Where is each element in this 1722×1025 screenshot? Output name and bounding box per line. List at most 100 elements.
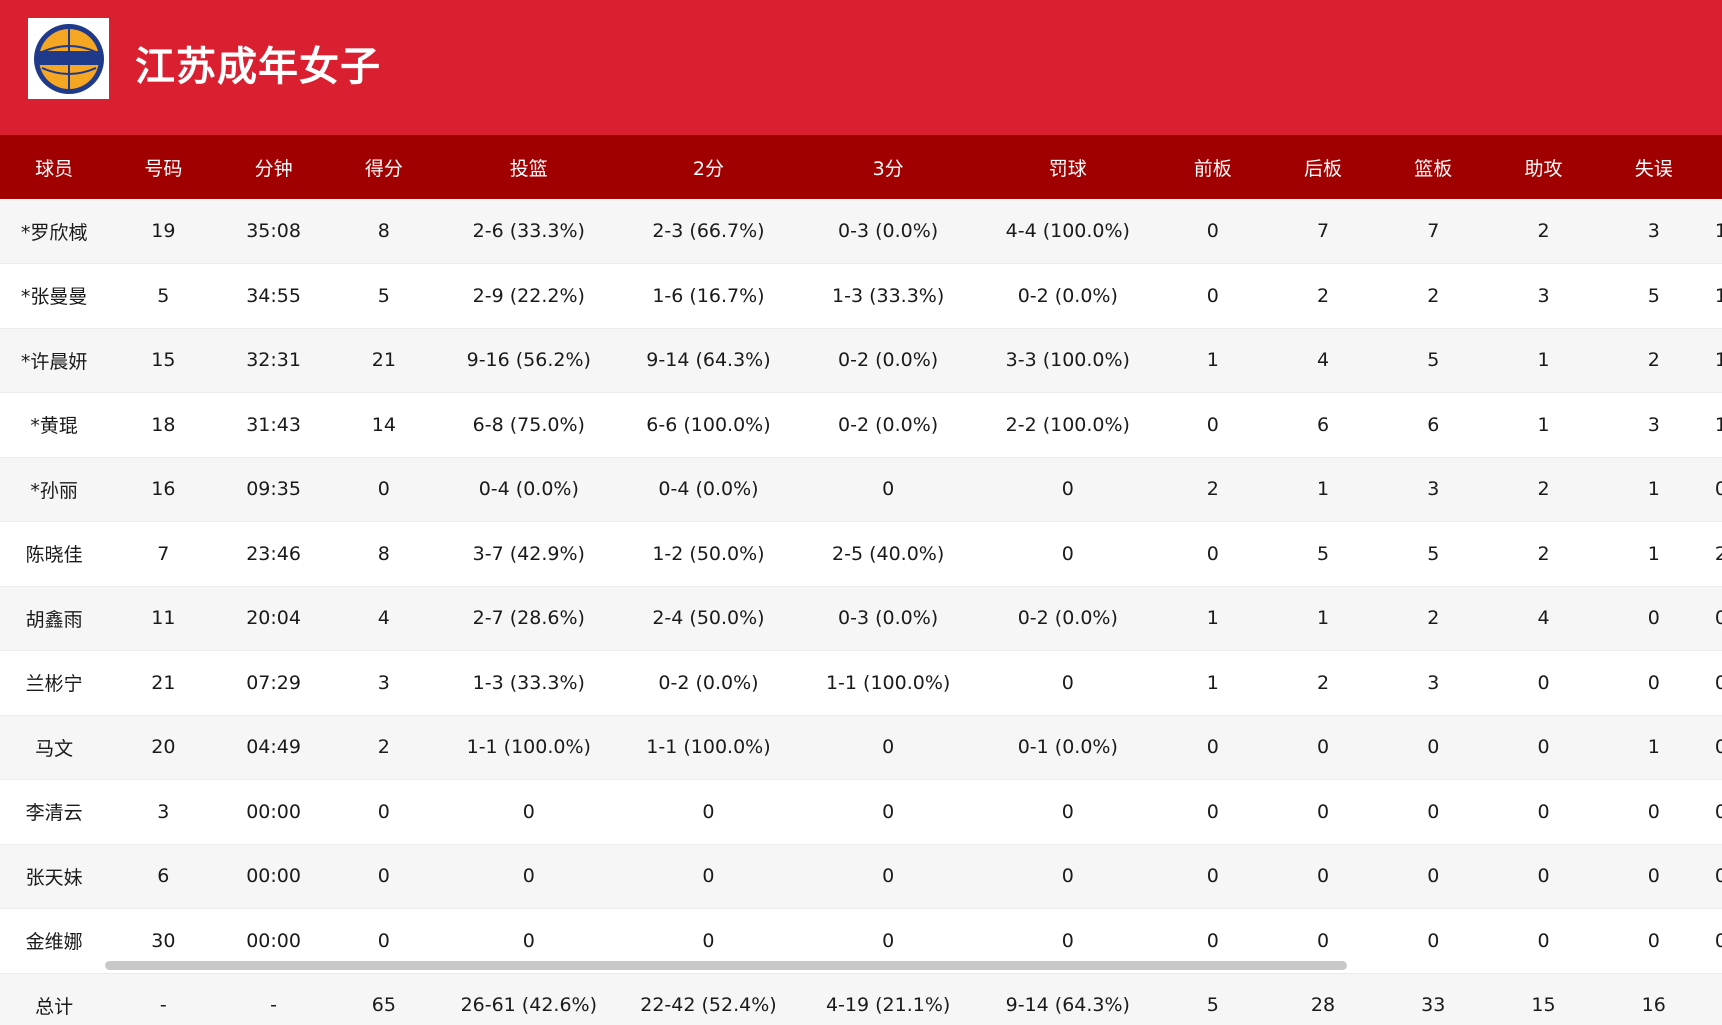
cell-player[interactable]: 胡鑫雨 <box>0 586 109 651</box>
cell-player[interactable]: *张曼曼 <box>0 263 109 329</box>
box-score-table-container[interactable]: 球员号码分钟得分投篮2分3分罚球前板后板篮板助攻失误抢 *罗欣棫1935:088… <box>0 135 1722 1025</box>
cell-defensive-rebounds: 1 <box>1267 457 1379 522</box>
cell-defensive-rebounds: 2 <box>1267 650 1379 716</box>
cell-number: 20 <box>108 715 219 780</box>
table-row: 马文 20 04:49 2 1-1 (100.0%) 1-1 (100.0%) 0 0-1 (… <box>0 715 1722 780</box>
cell-offensive-rebounds: 0 <box>1157 199 1268 264</box>
cell-rebounds: 5 <box>1378 521 1489 587</box>
column-header-three-pointers[interactable]: 3分 <box>872 157 904 180</box>
cell-defensive-rebounds: 7 <box>1267 199 1379 264</box>
column-header-free-throws[interactable]: 罚球 <box>1048 157 1087 180</box>
cell-turnovers: 0 <box>1598 586 1709 651</box>
cell-turnovers: 1 <box>1598 521 1709 587</box>
cell-free-throws: 0-1 (0.0%) <box>977 715 1158 780</box>
table-row: 陈晓佳 7 23:46 8 3-7 (42.9%) 1-2 (50.0%) 2-5 (40.… <box>0 521 1722 587</box>
cell-two-pointers: 2-3 (66.7%) <box>618 199 799 264</box>
total-assists: 15 <box>1531 994 1556 1017</box>
cell-points: 8 <box>328 199 439 264</box>
cell-points: 0 <box>328 457 439 522</box>
cell-points: 2 <box>328 715 439 780</box>
total-field-goals: 26-61 (42.6%) <box>460 994 597 1017</box>
cell-rebounds: 0 <box>1378 715 1489 780</box>
cell-steals: 0 <box>1708 908 1722 974</box>
cell-defensive-rebounds: 0 <box>1267 844 1379 909</box>
column-header-assists[interactable]: 助攻 <box>1524 157 1563 180</box>
cell-player[interactable]: *罗欣棫 <box>0 199 109 264</box>
column-header-field-goals[interactable]: 投篮 <box>509 157 548 180</box>
total-points: 65 <box>371 994 396 1017</box>
cell-two-pointers: 1-6 (16.7%) <box>618 263 799 329</box>
cell-turnovers: 1 <box>1598 457 1709 522</box>
column-header-turnovers[interactable]: 失误 <box>1634 157 1673 180</box>
cell-player[interactable]: 兰彬宁 <box>0 650 109 716</box>
cell-turnovers: 0 <box>1598 650 1709 716</box>
column-header-defensive-rebounds[interactable]: 后板 <box>1304 157 1343 180</box>
total-player: 总计 <box>35 995 74 1018</box>
column-header-minutes[interactable]: 分钟 <box>254 157 293 180</box>
cell-steals: 1 <box>1708 328 1722 393</box>
cell-field-goals: 3-7 (42.9%) <box>438 521 619 587</box>
cell-turnovers: 5 <box>1598 263 1709 329</box>
column-header-steals[interactable]: 抢 <box>1709 135 1722 199</box>
cell-minutes: 31:43 <box>218 392 329 458</box>
totals-row: 总计 - - 65 26-61 (42.6%) 22-42 (52.4%) 4-19 (21… <box>0 973 1722 1025</box>
cell-field-goals: 2-7 (28.6%) <box>438 586 619 651</box>
cell-player[interactable]: 李清云 <box>0 779 109 845</box>
cell-assists: 0 <box>1488 908 1599 974</box>
cell-steals: 1 <box>1708 263 1722 329</box>
team-header: 江苏成年女子 <box>0 0 1722 135</box>
cell-free-throws: 0 <box>977 521 1158 587</box>
cell-minutes: 07:29 <box>218 650 329 716</box>
table-row: *罗欣棫 19 35:08 8 2-6 (33.3%) 2-3 (66.7%) 0-3 (0… <box>0 199 1722 264</box>
column-header-number[interactable]: 号码 <box>144 157 183 180</box>
cell-player[interactable]: 陈晓佳 <box>0 521 109 587</box>
cell-number: 21 <box>108 650 219 716</box>
cell-rebounds: 6 <box>1378 392 1489 458</box>
cell-player[interactable]: *孙丽 <box>0 457 109 522</box>
cell-field-goals: 2-6 (33.3%) <box>438 199 619 264</box>
column-header-player[interactable]: 球员 <box>35 157 74 180</box>
cell-three-pointers: 2-5 (40.0%) <box>798 521 978 587</box>
column-header-rebounds[interactable]: 篮板 <box>1414 157 1453 180</box>
cell-two-pointers: 6-6 (100.0%) <box>618 392 799 458</box>
cell-turnovers: 3 <box>1598 199 1709 264</box>
cell-two-pointers: 0 <box>618 779 799 845</box>
column-header-two-pointers[interactable]: 2分 <box>692 157 724 180</box>
cell-offensive-rebounds: 0 <box>1157 779 1268 845</box>
cell-steals: 1 <box>1708 392 1722 458</box>
total-offensive-rebounds: 5 <box>1206 994 1219 1017</box>
cell-three-pointers: 1-1 (100.0%) <box>798 650 978 716</box>
cell-field-goals: 0-4 (0.0%) <box>438 457 619 522</box>
team-name: 江苏成年女子 <box>135 44 381 90</box>
cell-number: 5 <box>108 263 219 329</box>
cell-two-pointers: 9-14 (64.3%) <box>618 328 799 393</box>
cell-free-throws: 0 <box>977 844 1158 909</box>
horizontal-scrollbar[interactable] <box>105 961 1347 970</box>
cell-three-pointers: 0 <box>798 844 978 909</box>
cell-three-pointers: 0-3 (0.0%) <box>798 586 978 651</box>
cell-player[interactable]: *黄琨 <box>0 392 109 458</box>
total-rebounds: 33 <box>1421 994 1446 1017</box>
column-header-offensive-rebounds[interactable]: 前板 <box>1193 157 1232 180</box>
cell-player[interactable]: 张天妹 <box>0 844 109 909</box>
cell-player[interactable]: *许晨妍 <box>0 328 109 393</box>
cell-rebounds: 3 <box>1378 650 1489 716</box>
cell-turnovers: 1 <box>1598 715 1709 780</box>
cell-player[interactable]: 金维娜 <box>0 908 109 974</box>
cell-points: 0 <box>328 844 439 909</box>
cell-assists: 0 <box>1488 779 1599 845</box>
cell-player[interactable]: 马文 <box>0 715 109 780</box>
cell-three-pointers: 0-3 (0.0%) <box>798 199 978 264</box>
cell-three-pointers: 0 <box>798 457 978 522</box>
table-row: 兰彬宁 21 07:29 3 1-3 (33.3%) 0-2 (0.0%) 1-1 (100… <box>0 650 1722 716</box>
cell-rebounds: 5 <box>1378 328 1489 393</box>
cell-two-pointers: 0-4 (0.0%) <box>618 457 799 522</box>
column-header-points[interactable]: 得分 <box>364 157 403 180</box>
scrollbar-thumb[interactable] <box>105 961 1347 970</box>
cell-two-pointers: 0-2 (0.0%) <box>618 650 799 716</box>
cell-minutes: 00:00 <box>218 779 329 845</box>
cell-rebounds: 0 <box>1378 908 1489 974</box>
cell-free-throws: 0-2 (0.0%) <box>977 263 1158 329</box>
cell-offensive-rebounds: 0 <box>1157 263 1268 329</box>
